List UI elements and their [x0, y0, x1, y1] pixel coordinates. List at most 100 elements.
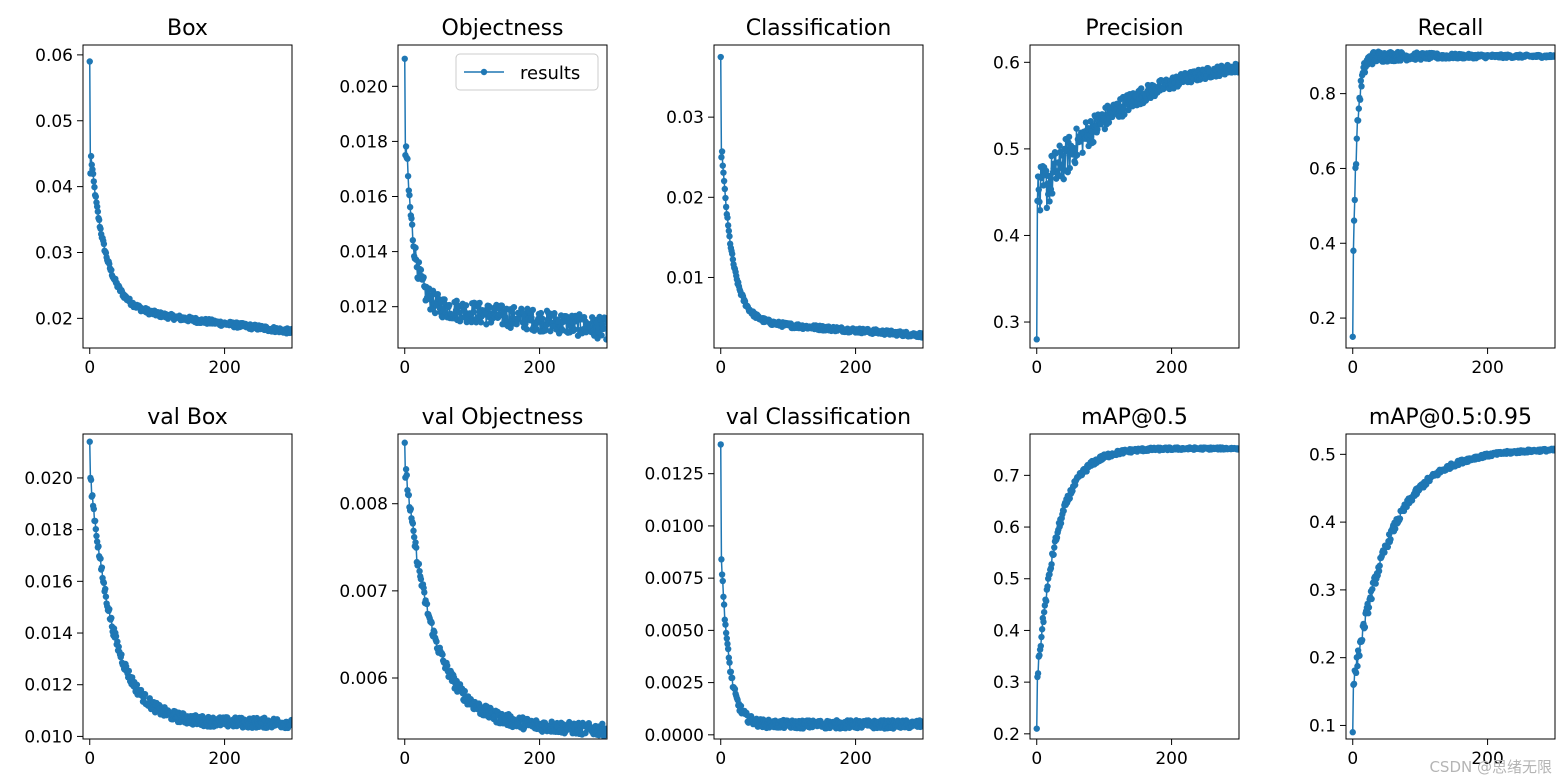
data-point [1365, 610, 1372, 617]
data-point [729, 256, 737, 263]
data-point [1057, 520, 1065, 527]
x-tick-label: 0 [84, 358, 95, 378]
data-point [408, 215, 415, 222]
y-tick-label: 0.2 [993, 725, 1020, 745]
data-point [141, 690, 149, 698]
data-point [1033, 725, 1040, 732]
data-point [94, 208, 102, 215]
data-point [1073, 151, 1081, 159]
data-point [95, 543, 102, 550]
data-point [416, 567, 423, 575]
data-point [1070, 144, 1078, 152]
y-tick-label: 0.010 [24, 727, 73, 747]
y-tick-label: 0.5 [993, 570, 1020, 590]
data-point [406, 203, 414, 211]
subplot-1: Box 0 200 0.02 0.03 0.04 0.05 0.06 [35, 16, 293, 378]
subplot-title: mAP@0.5 [1081, 405, 1188, 430]
x-tick-label: 0 [715, 358, 726, 378]
y-tick-label: 0.02 [666, 188, 704, 208]
data-point [603, 730, 607, 738]
x-tick-label: 0 [399, 358, 410, 378]
data-point [412, 244, 419, 251]
data-point [415, 560, 423, 568]
data-point [1036, 207, 1044, 214]
data-point [1354, 662, 1361, 670]
subplot-title: Recall [1418, 16, 1484, 41]
data-point [1051, 544, 1058, 551]
x-tick-label: 0 [1347, 749, 1358, 769]
data-point [555, 318, 562, 325]
data-point [1073, 125, 1080, 132]
x-tick-label: 200 [839, 749, 871, 769]
data-point [1042, 597, 1050, 605]
data-point [470, 308, 477, 316]
legend-box [455, 53, 599, 91]
data-point [1042, 167, 1050, 175]
data-point [1235, 445, 1239, 453]
data-point [539, 315, 546, 322]
y-tick-label: 0.04 [35, 178, 73, 198]
data-point [86, 58, 93, 65]
y-tick-label: 0.03 [666, 108, 704, 128]
data-point [722, 621, 729, 628]
y-tick-label: 0.06 [35, 46, 73, 66]
data-point [417, 575, 425, 583]
y-tick-label: 0.0125 [645, 465, 704, 485]
data-point [1048, 561, 1055, 568]
y-tick-label: 0.014 [24, 624, 73, 644]
data-point [92, 193, 100, 200]
data-point [89, 170, 97, 177]
data-point [498, 302, 506, 309]
series-results [401, 55, 607, 343]
data-point [401, 55, 408, 62]
x-tick-label: 200 [208, 749, 240, 769]
y-tick-label: 0.018 [24, 521, 73, 541]
data-point [401, 439, 408, 446]
data-point [431, 629, 438, 636]
y-tick-label: 0.012 [339, 298, 388, 318]
data-point [1049, 190, 1056, 197]
data-point [476, 299, 483, 307]
y-tick-label: 0.0050 [645, 621, 704, 641]
data-point [598, 332, 605, 339]
data-point [725, 654, 733, 661]
data-point [1351, 196, 1358, 204]
x-tick-label: 0 [399, 749, 410, 769]
series-results [1033, 60, 1239, 343]
subplot-title: mAP@0.5:0.95 [1369, 405, 1532, 430]
y-tick-label: 0.4 [1309, 234, 1336, 254]
data-point [720, 593, 727, 600]
data-point [410, 533, 418, 541]
data-point [722, 629, 730, 637]
data-point [1235, 69, 1239, 76]
y-tick-label: 0.020 [24, 469, 73, 489]
data-point [1071, 159, 1079, 167]
data-point [722, 194, 729, 202]
data-point [431, 309, 439, 317]
data-point [1040, 608, 1048, 616]
data-point [1387, 536, 1394, 543]
data-point [433, 638, 440, 645]
data-point [409, 237, 417, 244]
subplot-grid: Box 0 200 0.02 0.03 0.04 0.05 0.06 Objectness 0 20… [24, 16, 1556, 769]
data-point [719, 162, 726, 169]
data-point [547, 327, 554, 335]
data-point [576, 311, 583, 318]
data-point [288, 716, 292, 724]
axes-frame [82, 44, 293, 349]
data-point [722, 203, 730, 211]
data-point [224, 714, 231, 721]
data-point [602, 315, 607, 323]
data-point [718, 556, 725, 563]
data-point [726, 659, 733, 666]
data-point [1094, 126, 1101, 133]
data-point [571, 326, 578, 333]
data-point [1358, 83, 1365, 90]
data-point [417, 266, 425, 274]
subplot-7: val Objectness 0 200 0.006 0.007 0.008 [339, 405, 608, 769]
data-point [97, 225, 104, 232]
data-point [919, 722, 923, 730]
data-point [404, 172, 412, 180]
data-point [718, 571, 726, 578]
